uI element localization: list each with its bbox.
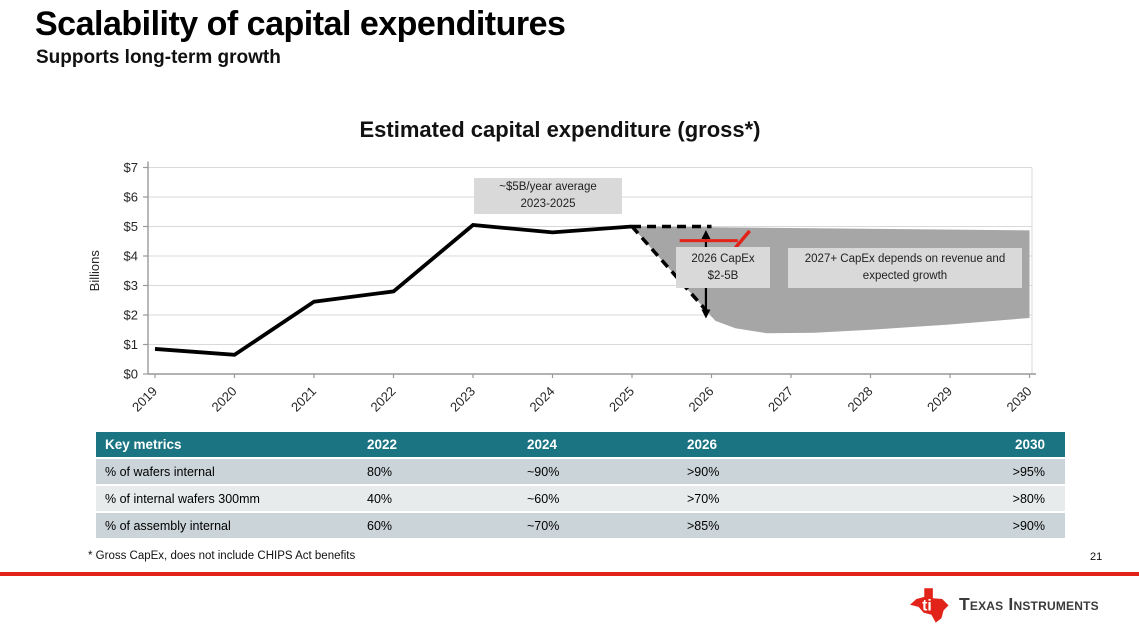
svg-text:2020: 2020 [209, 384, 240, 415]
annotation-line: expected growth [862, 270, 948, 282]
page-number: 21 [1090, 551, 1103, 563]
annotation-line: 2027+ CapEx depends on revenue and [804, 253, 1006, 266]
table-cell: ~60% [527, 491, 560, 506]
svg-text:2027: 2027 [765, 384, 796, 415]
svg-text:2022: 2022 [368, 384, 399, 415]
annotation-avg-capex: ~$5B/year average 2023-2025 [474, 178, 622, 214]
slide-title: Scalability of capital expenditures [35, 5, 566, 43]
table-header-row: Key metrics 2022 2024 2026 2030 [96, 432, 1065, 457]
svg-text:$2: $2 [124, 308, 138, 323]
svg-text:$6: $6 [124, 190, 138, 205]
table-cell: ~70% [527, 518, 560, 533]
svg-text:Billions: Billions [87, 250, 102, 292]
svg-text:2029: 2029 [924, 384, 955, 415]
table-cell: ~90% [527, 464, 560, 479]
chart-title: Estimated capital expenditure (gross*) [359, 117, 761, 142]
table-header-cell: 2022 [367, 437, 398, 452]
slide-subtitle: Supports long-term growth [36, 47, 281, 68]
svg-text:$0: $0 [124, 367, 138, 382]
svg-text:2021: 2021 [288, 384, 319, 415]
table-cell: >70% [687, 491, 720, 506]
svg-text:2024: 2024 [527, 384, 558, 415]
annotation-line: $2-5B [707, 269, 739, 282]
svg-text:$3: $3 [124, 278, 138, 293]
table-header-cell: Key metrics [105, 437, 182, 452]
svg-text:2026: 2026 [686, 384, 717, 415]
table-cell: 80% [367, 464, 393, 479]
table-row-label: % of assembly internal [105, 518, 231, 533]
annotation-line: ~$5B/year average [499, 181, 597, 194]
svg-text:2028: 2028 [845, 384, 876, 415]
annotation-line: 2023-2025 [520, 198, 576, 210]
svg-text:2025: 2025 [606, 384, 637, 415]
svg-text:$7: $7 [124, 160, 138, 175]
footnote: * Gross CapEx, does not include CHIPS Ac… [88, 550, 356, 562]
svg-text:2023: 2023 [447, 384, 478, 415]
table-row: % of wafers internal 80% ~90% >90% >95% [96, 459, 1065, 484]
svg-text:$5: $5 [124, 219, 138, 234]
key-metrics-table: Key metrics 2022 2024 2026 2030 % of wafers i… [96, 432, 1065, 540]
svg-text:2030: 2030 [1004, 384, 1035, 415]
table-header-cell: 2024 [527, 437, 558, 452]
svg-text:ti: ti [922, 597, 932, 614]
svg-text:$1: $1 [124, 337, 138, 352]
annotation-2026-capex: 2026 CapEx $2-5B [676, 247, 770, 288]
table-row: % of assembly internal 60% ~70% >85% >90% [96, 513, 1065, 538]
table-cell: 40% [367, 491, 393, 506]
svg-text:$4: $4 [124, 249, 138, 264]
ti-logo-icon: ti [910, 588, 949, 623]
table-header-cell: 2030 [1014, 437, 1045, 452]
table-cell: >80% [1012, 491, 1045, 506]
table-row-label: % of internal wafers 300mm [105, 491, 260, 506]
table-cell: >85% [687, 518, 720, 533]
table-row: % of internal wafers 300mm 40% ~60% >70% >80… [96, 486, 1065, 511]
table-cell: >90% [1012, 518, 1045, 533]
annotation-line: 2026 CapEx [691, 252, 755, 265]
svg-text:2019: 2019 [129, 384, 160, 415]
brand-wordmark: Texas Instruments [959, 593, 1099, 614]
table-header-cell: 2026 [687, 437, 718, 452]
footer-accent-rule [0, 572, 1139, 576]
table-cell: >95% [1012, 464, 1045, 479]
table-cell: >90% [687, 464, 720, 479]
table-cell: 60% [367, 518, 393, 533]
brand-logo: ti Texas Instruments [908, 584, 1099, 624]
annotation-2027-capex: 2027+ CapEx depends on revenue and expec… [788, 248, 1022, 288]
table-row-label: % of wafers internal [105, 464, 215, 479]
